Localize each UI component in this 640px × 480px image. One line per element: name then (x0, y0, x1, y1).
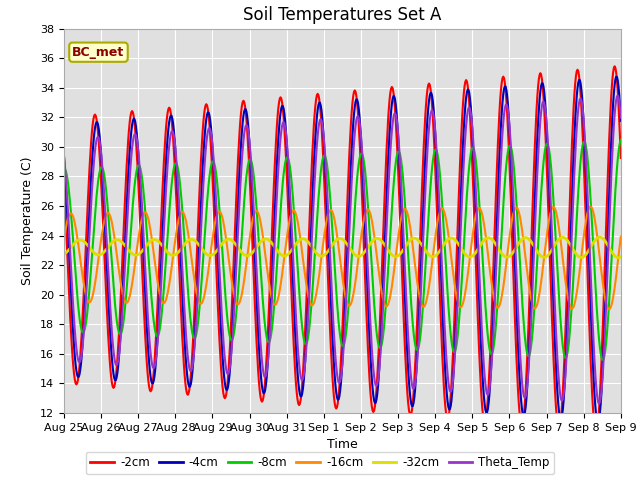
Y-axis label: Soil Temperature (C): Soil Temperature (C) (22, 156, 35, 285)
Legend: -2cm, -4cm, -8cm, -16cm, -32cm, Theta_Temp: -2cm, -4cm, -8cm, -16cm, -32cm, Theta_Te… (86, 452, 554, 474)
Title: Soil Temperatures Set A: Soil Temperatures Set A (243, 6, 442, 24)
X-axis label: Time: Time (327, 438, 358, 451)
Text: BC_met: BC_met (72, 46, 125, 59)
